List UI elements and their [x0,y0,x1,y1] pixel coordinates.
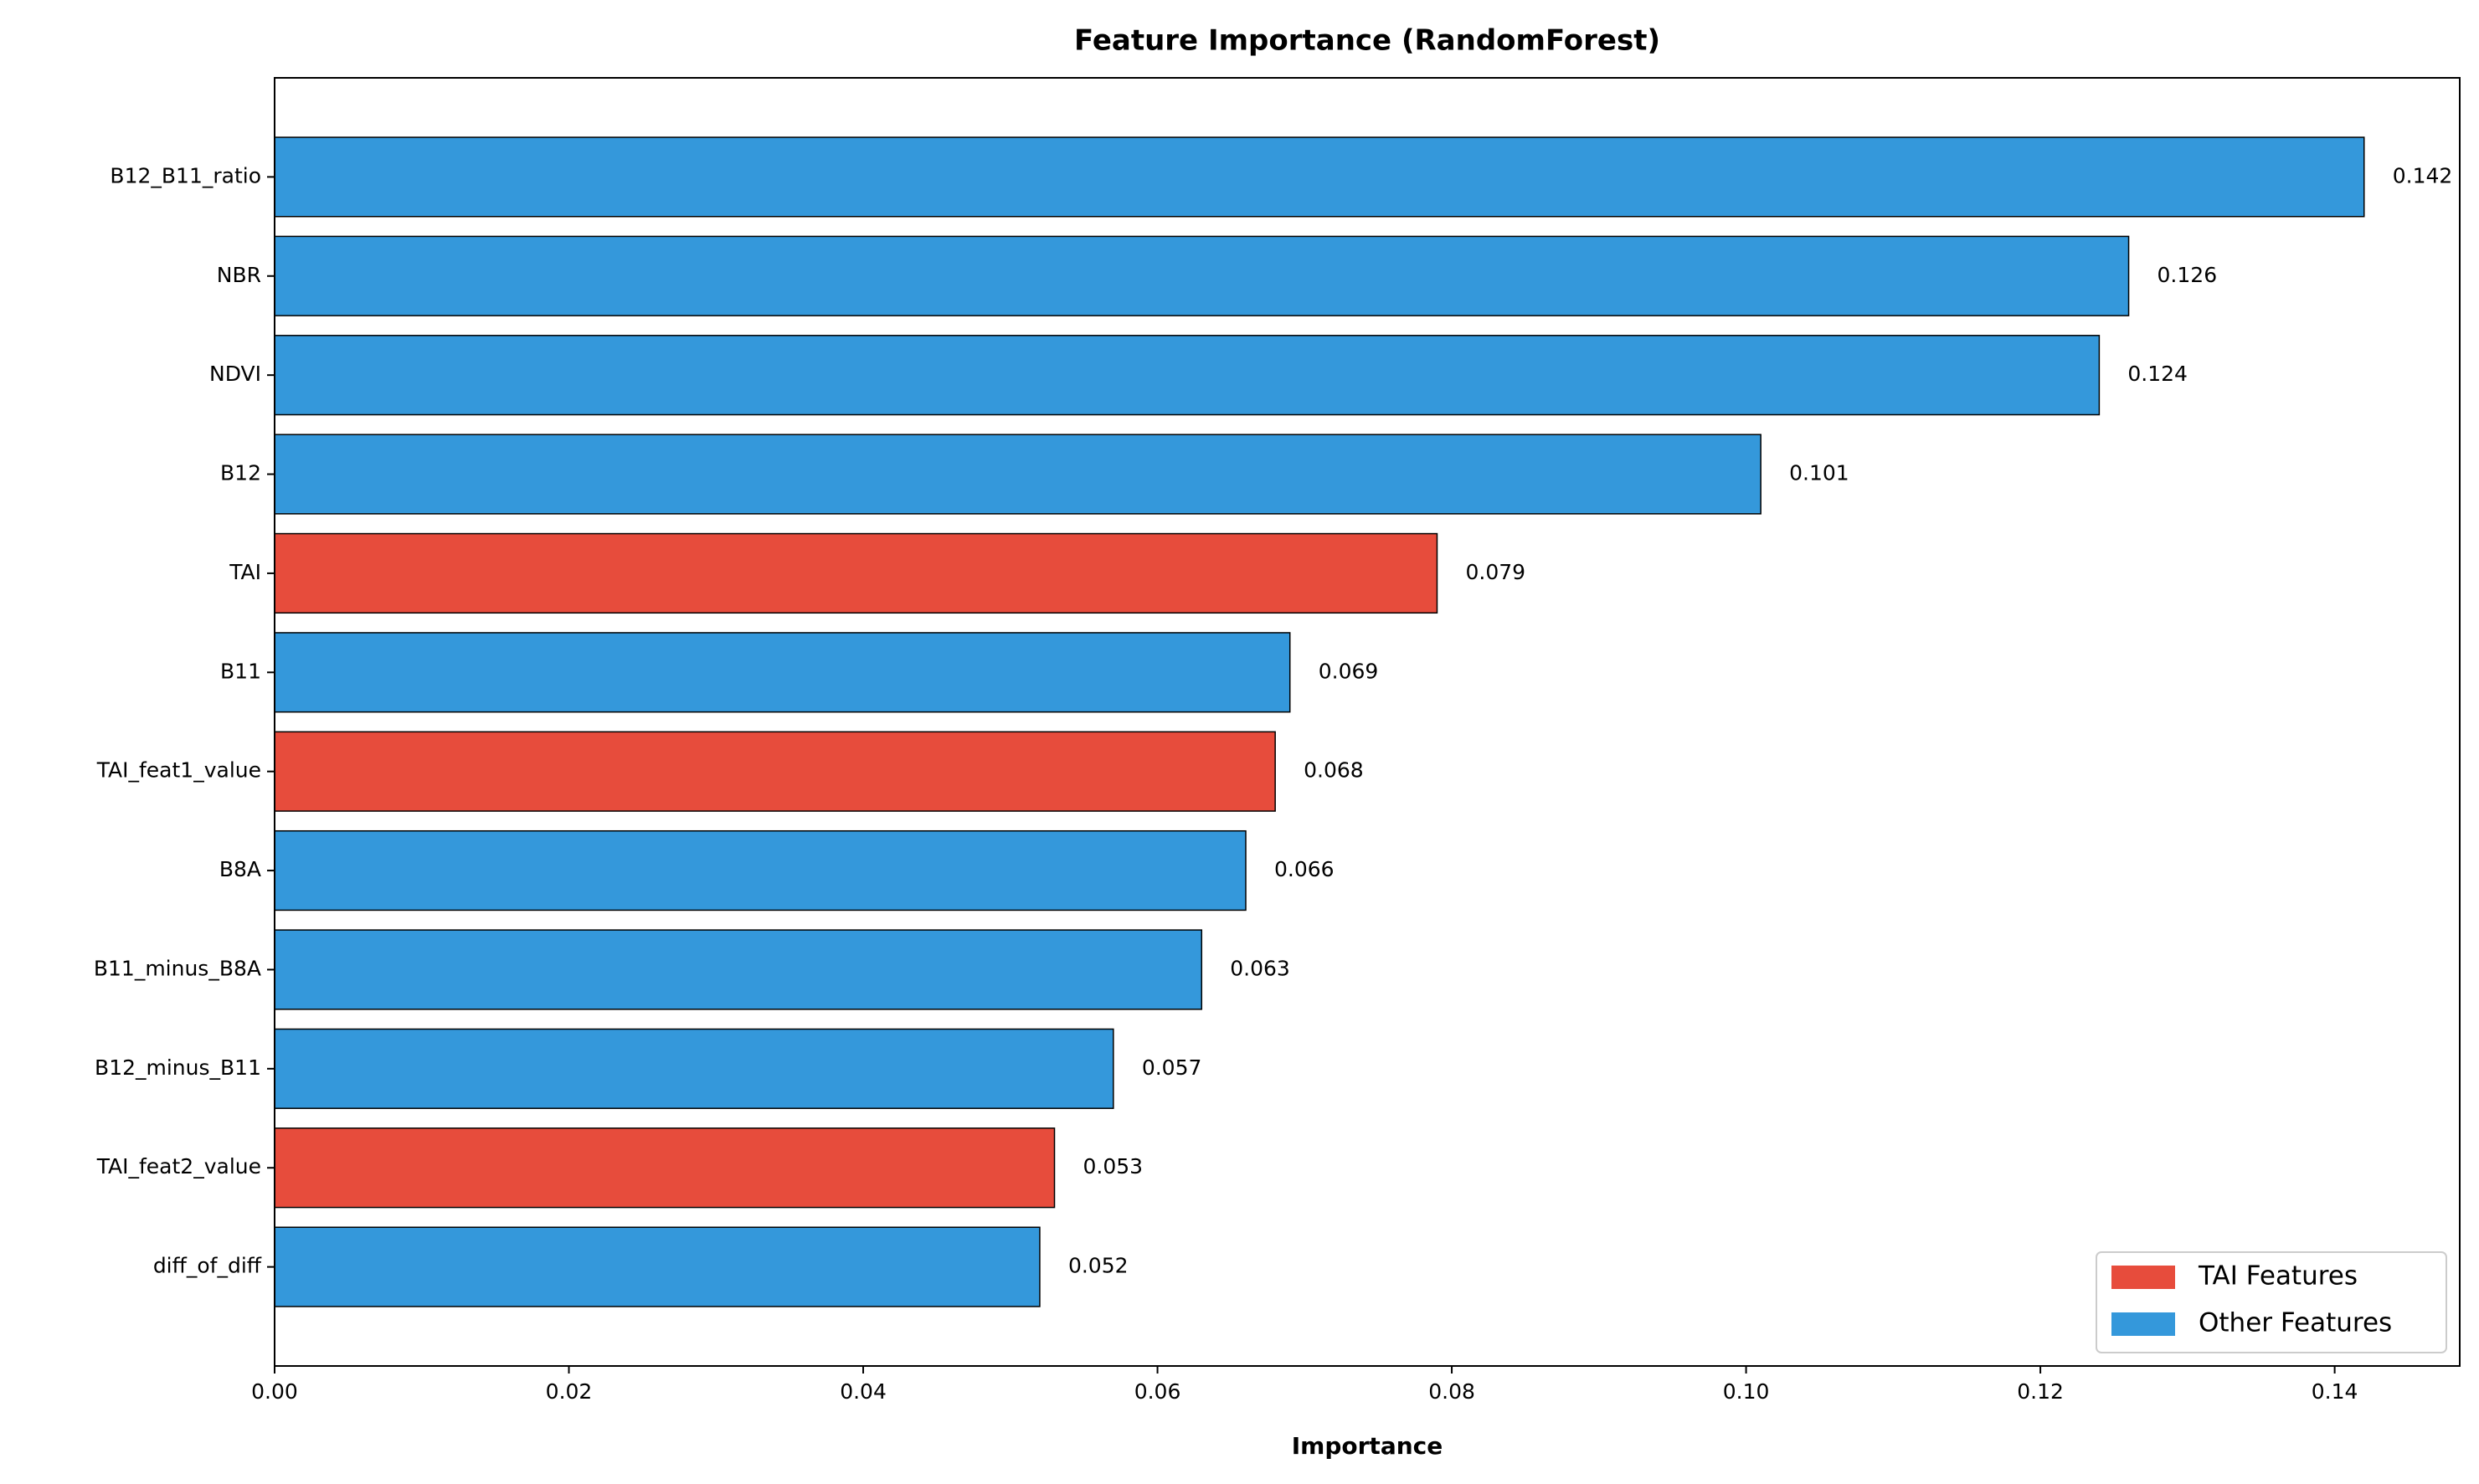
legend-box [2096,1251,2447,1353]
value-label: 0.079 [1465,560,1525,584]
bar [274,434,1762,515]
chart-title: Feature Importance (RandomForest) [1074,24,1660,58]
y-tick-label: B12 [220,461,261,485]
y-tick-label: B8A [219,857,261,881]
legend-swatch [2111,1312,2175,1336]
bar [274,235,2130,316]
y-tick-label: B12_minus_B11 [95,1055,261,1080]
y-tick-label: B11_minus_B8A [94,956,261,980]
value-label: 0.053 [1083,1154,1144,1178]
y-tick-label: TAI_feat1_value [96,758,261,783]
bar [274,136,2365,218]
legend-label: Other Features [2199,1308,2392,1338]
x-tick-label: 0.04 [840,1379,887,1404]
bar [274,1127,1056,1209]
value-label: 0.057 [1142,1055,1202,1080]
y-tick-label: TAI [229,560,261,584]
x-tick-label: 0.14 [2312,1379,2358,1404]
bar [274,829,1247,911]
value-label: 0.124 [2127,362,2188,386]
value-label: 0.126 [2158,263,2218,287]
value-label: 0.142 [2393,163,2453,187]
bar [274,632,1291,713]
value-label: 0.052 [1068,1254,1129,1278]
value-label: 0.068 [1304,758,1364,783]
value-label: 0.066 [1274,857,1335,881]
legend-label: TAI Features [2198,1261,2358,1291]
y-tick-label: B11 [220,659,261,683]
bar [274,731,1276,812]
legend-swatch [2111,1266,2175,1289]
x-tick-label: 0.06 [1134,1379,1181,1404]
y-tick-label: TAI_feat2_value [96,1154,261,1178]
y-tick-label: NBR [217,263,261,287]
y-tick-label: NDVI [209,362,261,386]
x-tick-label: 0.10 [1723,1379,1770,1404]
bar [274,1226,1041,1307]
x-tick-label: 0.12 [2017,1379,2064,1404]
y-tick-label: B12_B11_ratio [110,163,261,187]
x-tick-label: 0.00 [251,1379,298,1404]
bar [274,335,2101,416]
x-tick-label: 0.02 [546,1379,593,1404]
y-tick-label: diff_of_diff [153,1254,262,1278]
bar [274,1028,1114,1109]
value-label: 0.063 [1230,956,1290,980]
x-axis-label: Importance [1292,1432,1443,1460]
bar [274,929,1203,1010]
value-label: 0.101 [1789,461,1849,485]
plot-frame [274,77,2461,1367]
x-tick-label: 0.08 [1428,1379,1475,1404]
value-label: 0.069 [1319,659,1379,683]
bar [274,532,1438,614]
